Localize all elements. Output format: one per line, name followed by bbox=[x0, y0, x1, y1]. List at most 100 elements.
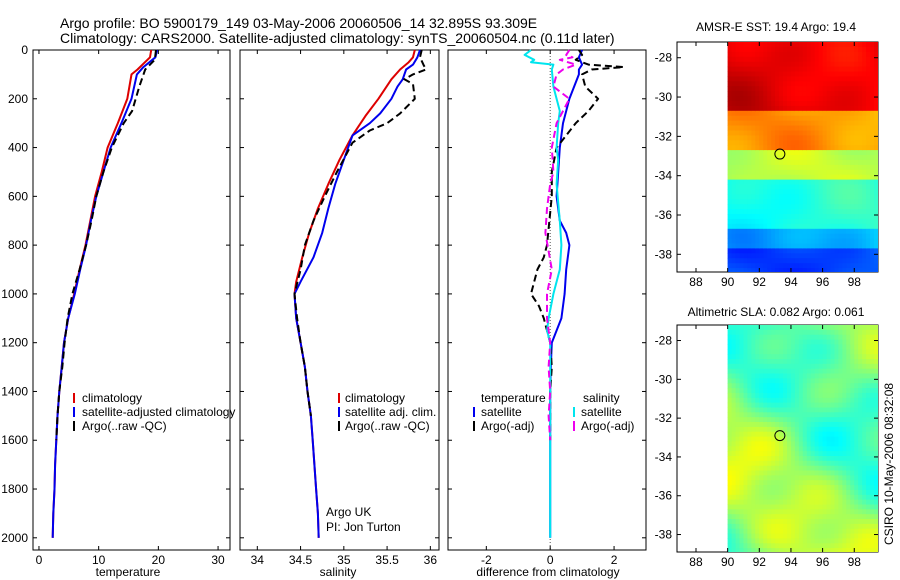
map-cell bbox=[830, 451, 835, 457]
map-cell bbox=[727, 145, 733, 151]
map-cell bbox=[755, 76, 760, 82]
map-cell bbox=[791, 354, 796, 360]
map-cell bbox=[834, 135, 839, 141]
map-cell bbox=[755, 184, 760, 190]
map-cell bbox=[743, 238, 748, 244]
map-cell bbox=[810, 81, 816, 87]
map-cell bbox=[767, 339, 772, 345]
map-cell bbox=[866, 426, 871, 433]
map-cell bbox=[802, 368, 808, 375]
map-cell bbox=[802, 499, 808, 505]
map-cell bbox=[794, 248, 800, 254]
map-cell bbox=[854, 354, 859, 360]
map-cell bbox=[727, 494, 733, 501]
map-cell bbox=[866, 135, 871, 141]
map-cell bbox=[866, 417, 871, 423]
map-cell bbox=[874, 334, 878, 341]
map-cell bbox=[806, 174, 812, 181]
map-cell bbox=[791, 96, 796, 102]
map-cell bbox=[822, 441, 828, 447]
map-cell bbox=[822, 56, 828, 63]
map-cell bbox=[767, 125, 772, 131]
map-cell bbox=[838, 263, 843, 269]
map-cell bbox=[779, 91, 784, 97]
map-cell bbox=[838, 66, 843, 72]
map-cell bbox=[822, 460, 828, 467]
map-cell bbox=[727, 422, 733, 428]
map-cell bbox=[791, 61, 796, 68]
map-cell bbox=[791, 528, 796, 535]
map-cell bbox=[735, 140, 741, 146]
map-cell bbox=[739, 233, 744, 240]
map-cell bbox=[771, 392, 776, 399]
map-cell bbox=[822, 130, 828, 136]
map-cell bbox=[759, 164, 764, 171]
map-cell bbox=[806, 169, 812, 176]
map-cell bbox=[846, 523, 851, 530]
map-cell bbox=[814, 359, 820, 365]
map-cell bbox=[802, 388, 808, 394]
map-cell bbox=[751, 514, 756, 520]
map-cell bbox=[787, 258, 792, 264]
map-cell bbox=[775, 368, 780, 375]
map-cell bbox=[798, 258, 804, 264]
map-cell bbox=[830, 140, 835, 146]
map-cell bbox=[874, 359, 878, 365]
map-cell bbox=[842, 460, 847, 467]
map-cell bbox=[743, 263, 748, 269]
map-cell bbox=[794, 422, 800, 428]
map-cell bbox=[814, 81, 820, 87]
map-cell bbox=[771, 412, 776, 418]
map-cell bbox=[759, 110, 764, 117]
map-cell bbox=[810, 519, 816, 525]
map-cell bbox=[727, 174, 733, 181]
map-cell bbox=[810, 397, 816, 404]
map-cell bbox=[731, 499, 737, 505]
map-cell bbox=[779, 218, 784, 225]
map-cell bbox=[759, 135, 764, 141]
map-cell bbox=[810, 339, 816, 345]
map-cell bbox=[755, 125, 760, 131]
map-cell bbox=[866, 407, 871, 413]
map-cell bbox=[802, 407, 808, 413]
map-cell bbox=[802, 101, 808, 107]
map-cell bbox=[767, 184, 772, 190]
map-cell bbox=[810, 164, 816, 171]
map-cell bbox=[854, 105, 859, 112]
map-cell bbox=[727, 51, 733, 58]
map-cell bbox=[731, 56, 737, 63]
map-cell bbox=[846, 543, 851, 549]
map-cell bbox=[854, 397, 859, 404]
map-cell bbox=[854, 436, 859, 442]
map-cell bbox=[727, 125, 733, 131]
map-cell bbox=[794, 96, 800, 102]
map-cell bbox=[731, 174, 737, 181]
map-cell bbox=[818, 101, 824, 107]
map-cell bbox=[806, 145, 812, 151]
map-cell bbox=[826, 51, 832, 58]
map-cell bbox=[727, 548, 733, 552]
map-cell bbox=[775, 363, 780, 370]
map-cell bbox=[818, 115, 824, 122]
map-cell bbox=[783, 465, 788, 472]
map-cell bbox=[767, 253, 772, 259]
map-cell bbox=[814, 533, 820, 539]
map-cell bbox=[838, 91, 843, 97]
map-cell bbox=[834, 344, 839, 350]
map-y-tick-label: -30 bbox=[655, 372, 673, 386]
map-cell bbox=[755, 373, 760, 379]
map-cell bbox=[791, 417, 796, 423]
map-cell bbox=[798, 204, 804, 210]
map-cell bbox=[791, 514, 796, 520]
map-cell bbox=[858, 344, 863, 350]
map-cell bbox=[810, 422, 816, 428]
map-cell bbox=[771, 248, 776, 254]
map-cell bbox=[739, 446, 744, 452]
map-cell bbox=[834, 86, 839, 92]
map-cell bbox=[810, 368, 816, 375]
map-cell bbox=[727, 155, 733, 161]
map-cell bbox=[743, 101, 748, 107]
map-cell bbox=[818, 110, 824, 117]
map-cell bbox=[794, 56, 800, 63]
map-cell bbox=[791, 344, 796, 350]
